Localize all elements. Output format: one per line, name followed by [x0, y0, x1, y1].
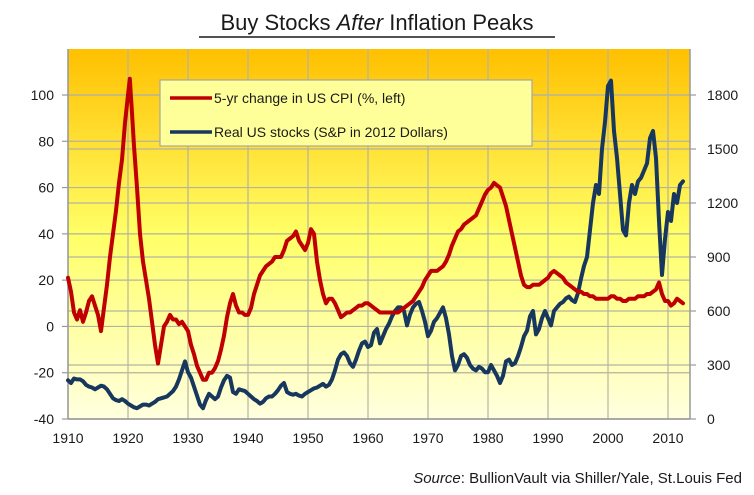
y-left-tick-label: 60 [38, 180, 54, 196]
series-line-stocks [66, 78, 685, 411]
y-left-tick-label: 80 [38, 133, 54, 149]
x-axis-ticks: 1910 1920 1930 1940 1950 1960 1970 1980 1990 2000… [52, 430, 683, 446]
x-tick-label: 1970 [412, 430, 443, 446]
chart-title: Buy Stocks After Inflation Peaks [220, 10, 533, 35]
y-right-tick-label: 1800 [707, 87, 738, 103]
y-left-axis-ticks: -40 -20 0 20 40 60 80 100 [31, 87, 68, 427]
x-tick-label: 1940 [232, 430, 263, 446]
source-note: Source: BullionVault via Shiller/Yale, S… [413, 470, 742, 487]
series-line-cpi [66, 76, 685, 382]
x-tick-label: 1960 [352, 430, 383, 446]
x-tick-label: 1920 [112, 430, 143, 446]
x-tick-label: 1910 [52, 430, 83, 446]
legend-label-stocks: Real US stocks (S&P in 2012 Dollars) [214, 124, 448, 140]
x-tick-label: 1950 [292, 430, 323, 446]
y-left-tick-label: 20 [38, 272, 54, 288]
title-part-italic: After [335, 10, 385, 35]
source-text: : BullionVault via Shiller/Yale, St.Loui… [461, 470, 742, 487]
y-right-tick-label: 0 [707, 411, 715, 427]
x-tick-label: 2000 [592, 430, 623, 446]
y-left-tick-label: 40 [38, 226, 54, 242]
x-tick-label: 2010 [652, 430, 683, 446]
x-tick-label: 1990 [532, 430, 563, 446]
y-left-tick-label: -20 [34, 365, 54, 381]
legend: 5-yr change in US CPI (%, left) Real US … [159, 79, 533, 147]
y-right-tick-label: 600 [707, 303, 731, 319]
y-right-tick-label: 900 [707, 249, 731, 265]
legend-label-cpi: 5-yr change in US CPI (%, left) [214, 90, 405, 106]
y-left-tick-label: -40 [34, 411, 54, 427]
y-left-tick-label: 0 [46, 318, 54, 334]
y-right-tick-label: 300 [707, 357, 731, 373]
title-part-3: Inflation Peaks [383, 10, 533, 35]
x-tick-label: 1980 [472, 430, 503, 446]
y-right-tick-label: 1500 [707, 141, 738, 157]
y-right-tick-label: 1200 [707, 195, 738, 211]
y-right-axis-ticks: 0 300 600 900 1200 1500 1800 [690, 87, 738, 427]
y-left-tick-label: 100 [31, 87, 55, 103]
x-tick-label: 1930 [172, 430, 203, 446]
series-group [66, 76, 685, 411]
legend-box [159, 79, 533, 147]
source-label: Source [413, 470, 461, 487]
title-part-1: Buy Stocks [220, 10, 336, 35]
